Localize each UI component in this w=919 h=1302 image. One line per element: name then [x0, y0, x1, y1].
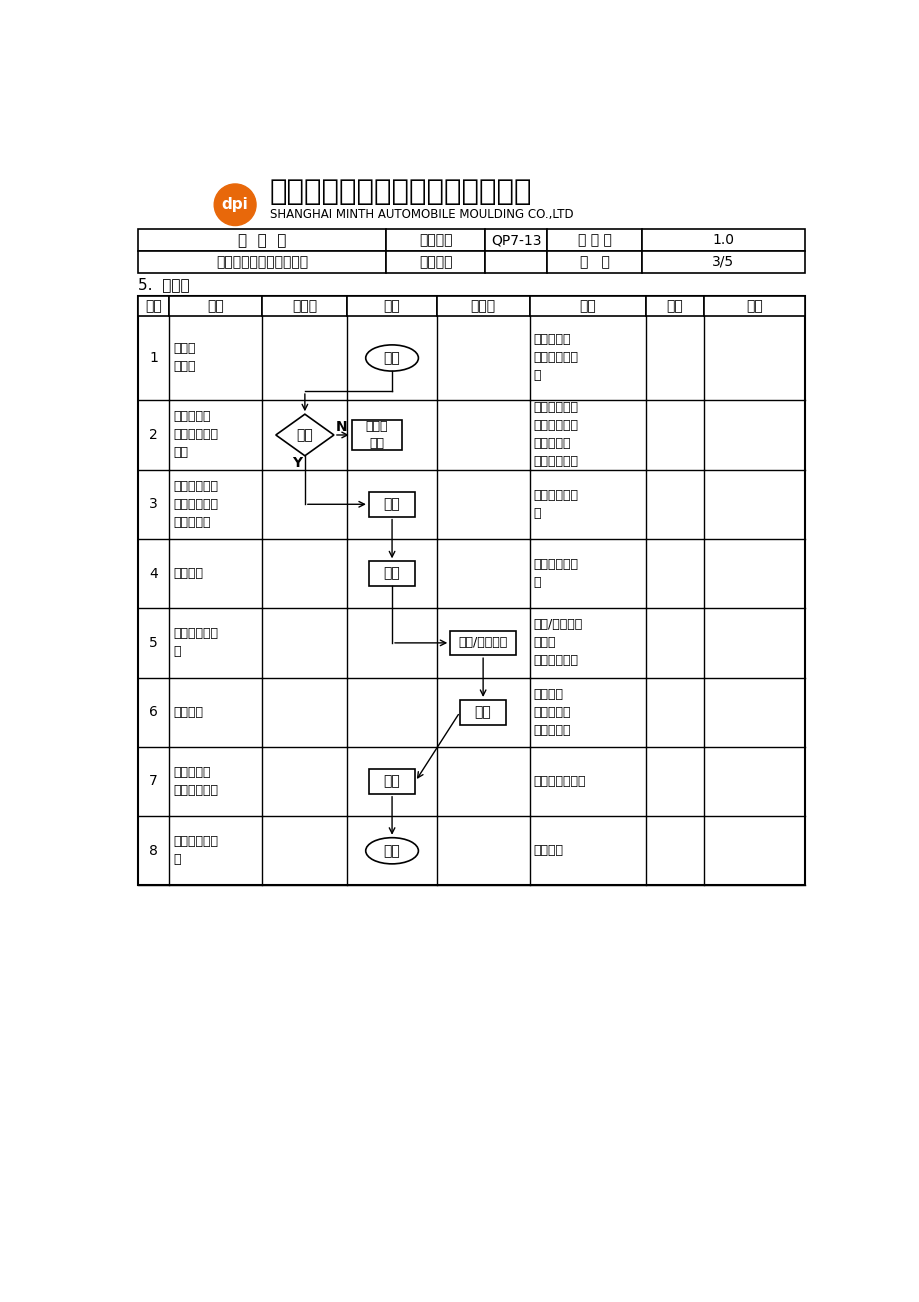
Text: 制程/最终检验
记录单
半成品合格证: 制程/最终检验 记录单 半成品合格证 [533, 618, 582, 668]
Text: 生产部: 生产部 [470, 299, 495, 312]
Text: 实施日期: 实施日期 [419, 255, 452, 268]
Text: 5: 5 [149, 635, 158, 650]
Bar [369, 561, 414, 586]
Text: QP7-13: QP7-13 [491, 233, 541, 247]
Text: 标识和可追溯性管理程序: 标识和可追溯性管理程序 [216, 255, 308, 268]
Text: 道普汽车零部件（上海）有限公司: 道普汽车零部件（上海）有限公司 [269, 178, 532, 207]
Text: 8: 8 [149, 844, 158, 858]
Bar [138, 251, 386, 272]
Bar [369, 492, 414, 517]
Text: 生产/开发试作: 生产/开发试作 [458, 637, 507, 650]
Text: 不合格
处置: 不合格 处置 [366, 421, 388, 450]
Text: 货物贮存识别
卡: 货物贮存识别 卡 [533, 559, 578, 589]
Text: 包装规格: 包装规格 [173, 706, 203, 719]
Bar [351, 419, 402, 450]
Bar [138, 297, 804, 885]
Bar [547, 251, 641, 272]
Text: 1.0: 1.0 [711, 233, 733, 247]
Text: N: N [335, 421, 347, 435]
Bar [641, 229, 804, 251]
Text: 输出: 输出 [579, 299, 596, 312]
Bar [460, 700, 505, 724]
Text: 4: 4 [149, 566, 158, 581]
Bar [449, 630, 516, 655]
Text: 程  序  书: 程 序 书 [238, 233, 286, 247]
Text: 页   次: 页 次 [579, 255, 609, 268]
Polygon shape [276, 414, 334, 456]
Bar [547, 229, 641, 251]
Text: 交付: 交付 [383, 844, 400, 858]
Bar [138, 229, 386, 251]
Text: 包装: 包装 [474, 706, 491, 719]
Text: 质量部: 质量部 [292, 299, 317, 312]
Text: 7: 7 [149, 775, 158, 789]
Bar [485, 229, 547, 251]
Bar [138, 297, 169, 315]
Text: 出货清单: 出货清单 [533, 844, 562, 857]
Text: 仓库: 仓库 [383, 299, 400, 312]
Text: Y: Y [291, 457, 301, 470]
Text: 发料清单: 发料清单 [173, 568, 203, 581]
Text: 3: 3 [149, 497, 158, 512]
Text: 版 本 号: 版 本 号 [577, 233, 611, 247]
Text: SHANGHAI MINTH AUTOMOBILE MOULDING CO.,LTD: SHANGHAI MINTH AUTOMOBILE MOULDING CO.,L… [269, 208, 573, 221]
Text: dpi: dpi [221, 197, 248, 212]
Text: 2: 2 [149, 428, 158, 441]
Bar [437, 297, 529, 315]
Text: 入库: 入库 [383, 775, 400, 789]
Text: 指标: 指标 [745, 299, 762, 312]
Bar [529, 297, 645, 315]
Text: 步骤: 步骤 [145, 299, 162, 312]
Text: 成品入库单
分装作业标准: 成品入库单 分装作业标准 [173, 766, 218, 797]
Ellipse shape [366, 345, 418, 371]
Text: 输入: 输入 [207, 299, 224, 312]
Bar [641, 251, 804, 272]
Text: 备注: 备注 [666, 299, 683, 312]
Text: 入库: 入库 [383, 497, 400, 512]
Text: 发料: 发料 [383, 566, 400, 581]
Ellipse shape [366, 837, 418, 863]
Text: 成品标签
成品合格证
成品入库单: 成品标签 成品合格证 成品入库单 [533, 687, 571, 737]
Text: 产品发货通知
单: 产品发货通知 单 [173, 836, 218, 866]
Bar [369, 769, 414, 794]
Bar [386, 251, 485, 272]
Text: 物料储存登记表: 物料储存登记表 [533, 775, 585, 788]
Bar [645, 297, 703, 315]
Bar [347, 297, 437, 315]
Text: 文件编号: 文件编号 [419, 233, 452, 247]
Bar [485, 251, 547, 272]
Bar [703, 297, 804, 315]
Text: 报检通知单
不合格品控制
程序: 报检通知单 不合格品控制 程序 [173, 410, 218, 460]
Text: 3/5: 3/5 [711, 255, 733, 268]
Bar [386, 229, 485, 251]
Text: 6: 6 [149, 706, 158, 719]
Text: 进料检验报告
原材料合格证
报检通知单
不合格处置单: 进料检验报告 原材料合格证 报检通知单 不合格处置单 [533, 401, 578, 469]
Text: 1: 1 [149, 352, 158, 365]
Text: 检验: 检验 [296, 428, 312, 441]
Text: 进料: 进料 [383, 352, 400, 365]
Text: 仓储管理办法
原材料合格证
报检通知单: 仓储管理办法 原材料合格证 报检通知单 [173, 479, 218, 529]
Text: 货物贮存识别
卡: 货物贮存识别 卡 [173, 628, 218, 659]
Text: 报检通知单
货物贮存识别
卡: 报检通知单 货物贮存识别 卡 [533, 333, 578, 383]
Text: 5.  流程图: 5. 流程图 [138, 277, 189, 293]
Text: 物料储存登记
表: 物料储存登记 表 [533, 488, 578, 519]
Circle shape [214, 184, 255, 225]
Bar [169, 297, 262, 315]
Text: 送货单
质保书: 送货单 质保书 [173, 342, 196, 374]
Bar [262, 297, 347, 315]
